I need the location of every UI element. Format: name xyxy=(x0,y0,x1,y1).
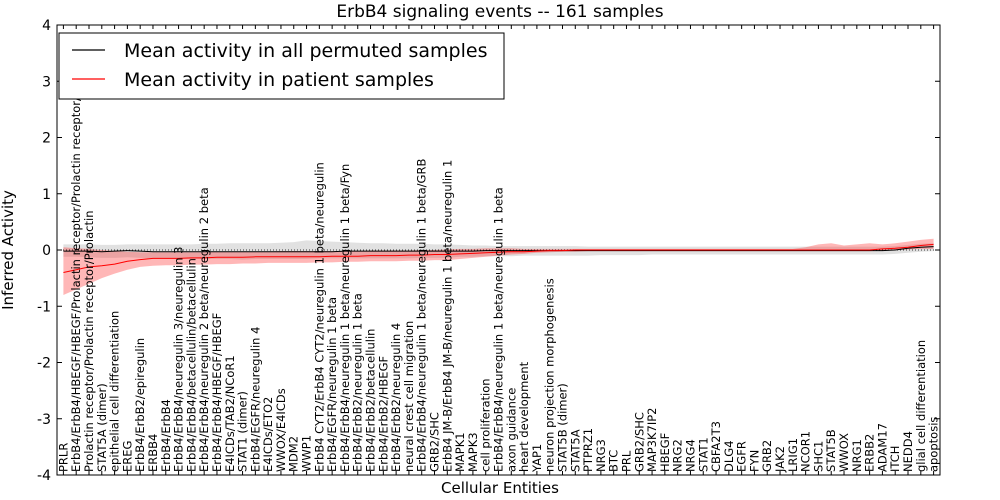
x-tick-label: YAP1 xyxy=(530,444,544,473)
legend-box xyxy=(58,32,505,100)
x-tick-label: ErbB4/ErbB4/neuregulin 1 beta/neuregulin… xyxy=(338,164,352,472)
x-tick-label: JAK2 xyxy=(773,446,787,473)
x-tick-label: ErbB4/ErbB2/betacellulin xyxy=(364,329,378,472)
series-line-patient xyxy=(63,243,934,273)
x-tick-label: ERBB2 xyxy=(863,434,877,472)
x-tick-label: PTPRZ1 xyxy=(581,428,595,472)
x-tick-label: ERBB4 xyxy=(146,434,160,472)
x-tick-label: STAT5B xyxy=(824,429,838,472)
x-tick-label: heart development xyxy=(517,361,531,472)
x-tick-label: MAPK3 xyxy=(466,432,480,472)
x-tick-label: ErbB4/ErbB4/HBEGF/HBEGF xyxy=(210,313,224,472)
y-tick-label: -1 xyxy=(37,299,51,315)
x-tick-label: ErbB4/ErbB4/neuregulin 1 beta/neuregulin… xyxy=(492,187,506,472)
x-tick-label: GRB2/SHC xyxy=(428,412,442,472)
x-tick-label: WWOX/E4ICDs xyxy=(274,388,288,472)
x-tick-label: NRG1 xyxy=(850,439,864,472)
x-tick-label: EGFR xyxy=(735,441,749,472)
x-tick-label: PRL xyxy=(620,450,634,472)
x-tick-label: ITCH xyxy=(888,446,902,472)
x-tick-label: axon guidance xyxy=(504,388,518,472)
x-tick-label: ErbB4/ErbB4 xyxy=(159,399,173,472)
x-tick-label: NEDD4 xyxy=(901,431,915,472)
x-tick-label: STAT5A xyxy=(568,429,582,472)
x-tick-label: E4ICDs/ETO2 xyxy=(261,397,275,472)
x-tick-label: ErbB4/ErbB4/neuregulin 2 beta/neuregulin… xyxy=(197,187,211,472)
x-tick-label: ErbB4 JM-B/ErbB4 JM-B/neuregulin 1 beta/… xyxy=(440,160,454,472)
x-tick-label: ErbB4/ErbB4/neuregulin 1 beta/neuregulin… xyxy=(415,159,429,472)
x-tick-label: NRG2 xyxy=(671,439,685,472)
x-tick-label: LRIG1 xyxy=(786,438,800,472)
y-tick-label: 2 xyxy=(42,131,51,147)
x-tick-label: MAPK1 xyxy=(453,432,467,472)
plot-area: -4-3-2-101234PRLRErbB4/ErbB4/HBEGF/HBEGF… xyxy=(37,18,941,484)
x-tick-label: neural crest cell migration xyxy=(402,321,416,472)
x-tick-label: EREG xyxy=(120,441,134,472)
x-tick-label: PRLR xyxy=(56,443,70,472)
y-tick-label: 4 xyxy=(42,18,51,34)
y-tick-label: 3 xyxy=(42,74,51,90)
y-tick-label: -3 xyxy=(37,412,51,428)
legend-label-patient: Mean activity in patient samples xyxy=(124,69,434,91)
y-tick-label: 1 xyxy=(42,187,51,203)
x-tick-label: glial cell differentiation xyxy=(914,340,928,472)
x-tick-label: ErbB4/EGFR/neuregulin 4 xyxy=(248,327,262,472)
x-tick-label: ErbB4/ErbB2/epiregulin xyxy=(133,338,147,472)
x-tick-label: ErbB4 CYT2/ErbB4 CYT2/neuregulin 1 beta/… xyxy=(312,162,326,472)
x-tick-label: ErbB4/ErbB4/neuregulin 3/neuregulin 3 xyxy=(172,247,186,473)
x-tick-label: ErbB4/ErbB2/neuregulin 1 beta xyxy=(351,293,365,472)
x-tick-label: WWOX xyxy=(837,433,851,472)
x-tick-label: ADAM17 xyxy=(875,423,889,472)
x-tick-label: ErbB4/ErbB2/HBEGF xyxy=(376,356,390,472)
x-tick-label: CBFA2T3 xyxy=(709,421,723,472)
series-line-permuted xyxy=(63,246,934,253)
x-tick-label: STAT5A (dimer) xyxy=(95,383,109,472)
x-tick-label: Prolactin receptor/Prolactin receptor/Pr… xyxy=(82,210,96,472)
x-tick-label: cell proliferation xyxy=(479,378,493,472)
y-tick-label: -4 xyxy=(37,468,51,484)
chart-title: ErbB4 signaling events -- 161 samples xyxy=(336,2,663,22)
x-tick-label: GRB2/SHC xyxy=(632,412,646,472)
x-tick-label: ErbB4/ErbB2/neuregulin 4 xyxy=(389,323,403,472)
x-tick-label: DLG4 xyxy=(722,440,736,472)
legend: Mean activity in all permuted samples Me… xyxy=(58,32,505,100)
x-tick-label: STAT1 (dimer) xyxy=(236,391,250,472)
patient-band xyxy=(63,238,934,295)
x-tick-label: apoptosis xyxy=(927,417,941,472)
x-tick-label: SHC1 xyxy=(811,441,825,472)
x-tick-label: ErbB4/ErbB4/HBEGF/HBEGF/Prolactin recept… xyxy=(69,47,83,472)
x-tick-label: STAT5B (dimer) xyxy=(556,383,570,472)
y-tick-label: 0 xyxy=(42,243,51,259)
x-tick-label: NRG4 xyxy=(684,439,698,472)
y-axis-label: Inferred Activity xyxy=(0,190,17,310)
x-tick-label: NCOR1 xyxy=(799,431,813,472)
x-tick-label: BTC xyxy=(607,450,621,472)
legend-label-permuted: Mean activity in all permuted samples xyxy=(124,40,487,62)
x-tick-label: MDM2 xyxy=(287,436,301,472)
x-tick-label: E4ICDs/TAB2/NCoR1 xyxy=(223,355,237,472)
x-tick-label: GRB2 xyxy=(760,440,774,472)
x-tick-label: WWP1 xyxy=(300,435,314,472)
x-tick-label: MAP3K7IP2 xyxy=(645,407,659,472)
x-tick-label: NRG3 xyxy=(594,439,608,472)
x-tick-label: ErbB4/ErbB4/betacellulin/betacellulin xyxy=(184,258,198,472)
x-tick-label: neuron projection morphogenesis xyxy=(543,278,557,472)
y-tick-label: -2 xyxy=(37,356,51,372)
x-tick-label: FYN xyxy=(747,450,761,472)
x-tick-label: ErbB4/EGFR/neuregulin 1 beta xyxy=(325,297,339,472)
x-axis-label: Cellular Entities xyxy=(441,479,559,497)
x-tick-label: STAT1 xyxy=(696,437,710,472)
x-tick-label: HBEGF xyxy=(658,433,672,472)
x-tick-label: epithelial cell differentiation xyxy=(108,311,122,472)
